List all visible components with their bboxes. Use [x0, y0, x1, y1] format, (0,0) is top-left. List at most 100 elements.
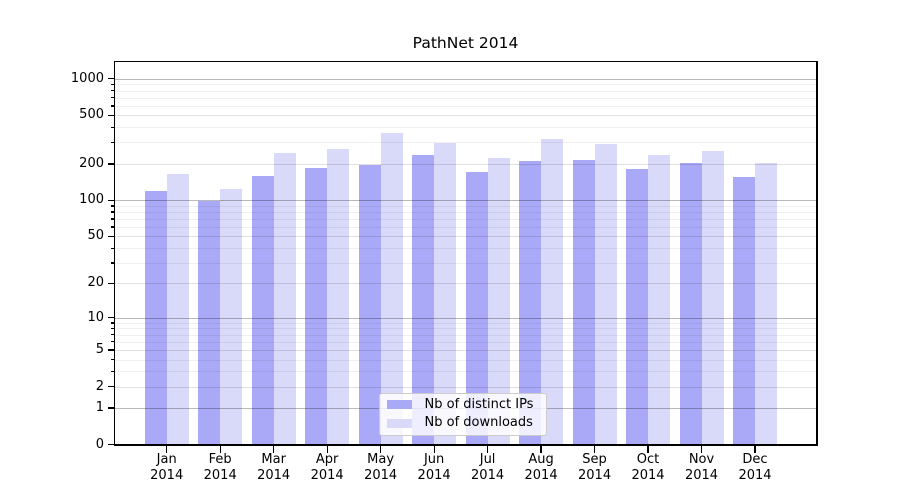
y-tick-label-50: 50: [87, 228, 104, 244]
y-minortick-6: [110, 341, 115, 343]
bar-downloads-nov: [701, 150, 724, 445]
x-tick-sep: [593, 445, 596, 453]
gridline-500: [114, 115, 817, 117]
x-tick-label-jul: Jul 2014: [471, 452, 505, 483]
y-tick-label-1: 1: [95, 400, 104, 416]
y-tick-5: [107, 349, 115, 351]
legend-item-distinct-ips: Nb of distinct IPs: [386, 396, 539, 413]
gridline-3: [114, 371, 817, 373]
y-tick-label-1000: 1000: [70, 70, 104, 86]
y-tick-50: [107, 235, 115, 238]
x-tick-jul: [486, 445, 489, 453]
y-tick-label-2: 2: [95, 378, 104, 394]
plot-spine-top: [114, 60, 818, 62]
bar-distinct-ips-nov: [679, 163, 702, 445]
y-tick-label-100: 100: [79, 192, 104, 208]
y-tick-2: [107, 385, 115, 388]
gridline-300: [114, 142, 817, 144]
x-tick-label-oct: Oct 2014: [631, 452, 665, 483]
y-tick-1: [107, 407, 115, 409]
x-tick-mar: [273, 445, 275, 453]
bar-downloads-apr: [327, 149, 350, 445]
bar-distinct-ips-jun: [412, 154, 435, 445]
y-minortick-40: [110, 247, 115, 249]
legend-item-downloads: Nb of downloads: [386, 415, 539, 431]
x-tick-label-may: May 2014: [364, 452, 398, 483]
plot-spine-bottom: [114, 444, 818, 446]
y-minortick-4: [110, 359, 115, 361]
gridline-70: [114, 218, 817, 220]
gridline-700: [114, 97, 817, 99]
y-tick-10: [107, 317, 115, 319]
gridline-60: [114, 226, 817, 228]
bar-distinct-ips-oct: [626, 168, 649, 445]
y-minortick-80: [110, 211, 115, 213]
gridline-200: [114, 163, 817, 165]
gridline-30: [114, 262, 817, 264]
bar-downloads-jun: [434, 143, 457, 445]
bar-distinct-ips-apr: [305, 167, 328, 445]
bar-downloads-sep: [594, 144, 617, 445]
chart-title: PathNet 2014: [412, 34, 519, 52]
plot-spine-right: [816, 60, 818, 446]
x-tick-jun: [433, 445, 435, 453]
x-tick-label-nov: Nov 2014: [684, 452, 719, 483]
y-minortick-90: [110, 205, 115, 207]
gridline-800: [114, 90, 817, 92]
y-minortick-70: [110, 218, 115, 220]
y-minortick-8: [110, 327, 115, 330]
y-tick-1000: [107, 78, 115, 80]
y-minortick-600: [110, 105, 115, 107]
bar-downloads-jan: [166, 173, 189, 445]
x-tick-aug: [540, 445, 542, 453]
gridline-400: [114, 127, 817, 129]
x-tick-oct: [647, 445, 649, 453]
gridline-40: [114, 248, 817, 250]
gridline-6: [114, 341, 817, 343]
x-tick-label-dec: Dec 2014: [738, 452, 772, 483]
bar-downloads-aug: [541, 139, 564, 445]
legend: Nb of distinct IPs Nb of downloads: [378, 392, 547, 436]
bar-distinct-ips-feb: [198, 201, 221, 445]
gridline-8: [114, 328, 817, 330]
x-tick-dec: [754, 445, 756, 453]
gridline-4: [114, 359, 817, 361]
y-minortick-700: [110, 97, 115, 99]
gridline-600: [114, 105, 817, 107]
x-tick-nov: [700, 445, 703, 453]
gridline-20: [114, 283, 817, 285]
y-minortick-60: [110, 226, 115, 228]
bar-downloads-feb: [220, 189, 243, 445]
y-minortick-300: [110, 141, 115, 144]
bar-distinct-ips-mar: [251, 175, 274, 445]
x-tick-feb: [219, 445, 221, 453]
y-tick-label-5: 5: [95, 341, 104, 357]
y-tick-20: [107, 282, 115, 285]
y-minortick-30: [110, 262, 115, 264]
x-tick-label-jan: Jan 2014: [150, 452, 184, 483]
x-tick-jan: [166, 445, 168, 453]
legend-swatch-distinct-ips: [386, 400, 412, 410]
y-minortick-400: [110, 126, 115, 128]
legend-label-distinct-ips: Nb of distinct IPs: [424, 396, 534, 412]
y-minortick-9: [110, 322, 115, 324]
y-tick-label-10: 10: [87, 309, 104, 325]
y-tick-label-0: 0: [95, 436, 104, 452]
bar-downloads-mar: [273, 153, 296, 445]
gridline-90: [114, 205, 817, 207]
y-minortick-3: [110, 370, 115, 373]
gridline-100: [114, 200, 817, 202]
y-tick-label-200: 200: [79, 155, 104, 171]
legend-swatch-downloads: [386, 418, 412, 428]
bar-distinct-ips-sep: [572, 159, 595, 445]
bar-distinct-ips-jul: [465, 172, 488, 445]
x-tick-label-jun: Jun 2014: [417, 452, 451, 483]
plot-area: [114, 60, 817, 445]
y-tick-0: [107, 444, 115, 446]
x-tick-may: [380, 445, 382, 453]
gridline-50: [114, 236, 817, 238]
y-tick-100: [107, 199, 115, 201]
x-tick-label-sep: Sep 2014: [578, 452, 612, 483]
bar-downloads-dec: [755, 163, 777, 445]
